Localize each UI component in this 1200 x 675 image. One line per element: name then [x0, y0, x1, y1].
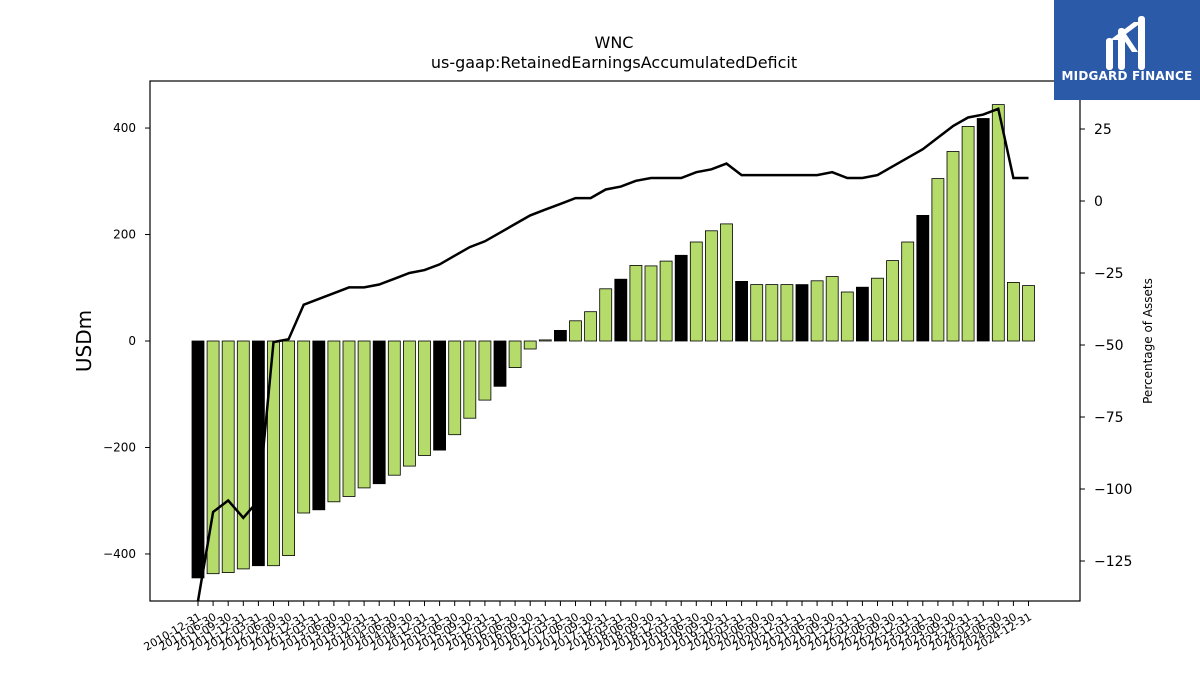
bar [448, 340, 462, 436]
bar [629, 264, 643, 342]
bar [463, 340, 477, 419]
bar [569, 320, 582, 342]
bar [191, 340, 205, 579]
y-axis: −400 −200 0 200 400 [103, 121, 150, 561]
logo-text: MIDGARD FINANCE [1061, 69, 1193, 83]
logo-mark-icon [1106, 16, 1145, 70]
bar [614, 278, 628, 342]
y2-tick-label: −100 [1094, 482, 1132, 498]
bar [372, 340, 386, 485]
plot-frame [149, 80, 1081, 602]
bar [991, 104, 1005, 342]
y2-axis-label: Percentage of Assets [1141, 278, 1155, 404]
bar [251, 340, 265, 567]
bar [644, 265, 658, 342]
bar [871, 277, 884, 342]
y-tick-label: 0 [128, 334, 136, 348]
bar [961, 126, 975, 342]
y2-tick-label: −75 [1094, 410, 1124, 426]
bar [236, 340, 250, 570]
bar [689, 241, 703, 342]
y-tick-label: 400 [113, 121, 136, 135]
bar [523, 340, 537, 350]
y2-tick-label: −125 [1094, 554, 1132, 570]
y2-tick-label: −50 [1094, 338, 1124, 354]
bar [780, 284, 794, 342]
bar [810, 280, 824, 342]
bar [478, 340, 492, 401]
bar [856, 286, 869, 342]
y-tick-label: −200 [103, 440, 136, 454]
bar [765, 284, 779, 342]
chart-title: WNC [595, 33, 634, 52]
bar [508, 340, 522, 369]
bar [735, 280, 748, 342]
bar [206, 340, 220, 575]
bar [825, 276, 839, 342]
y2-tick-label: −25 [1094, 266, 1124, 282]
y2-axis: −125 −100 −75 −50 −25 0 25 [1080, 122, 1132, 570]
bar [750, 284, 764, 342]
bar [297, 340, 311, 514]
bar [901, 241, 915, 342]
chart-subtitle: us-gaap:RetainedEarningsAccumulatedDefic… [431, 53, 797, 72]
midgard-finance-logo: MIDGARD FINANCE [1054, 0, 1200, 100]
bar [221, 340, 235, 574]
bar [584, 311, 597, 342]
bar [931, 178, 945, 342]
y2-tick-label: 0 [1094, 194, 1103, 210]
bar [674, 254, 688, 342]
bar [659, 260, 673, 342]
bar [433, 340, 447, 451]
y-axis-label: USDm [72, 310, 96, 372]
bar [493, 340, 507, 387]
percentage-line [196, 107, 1029, 602]
bar [538, 339, 552, 342]
bar [554, 329, 567, 342]
bar [387, 340, 401, 476]
bar [599, 288, 613, 342]
bar [720, 223, 733, 342]
bar [1007, 281, 1020, 342]
bar [342, 340, 356, 497]
bar [327, 340, 341, 503]
bar [795, 284, 809, 342]
bar [976, 118, 990, 342]
bar [916, 214, 930, 342]
bar [312, 340, 326, 511]
bar [840, 291, 854, 342]
bar [357, 340, 371, 489]
bar [418, 340, 431, 456]
bar [402, 340, 416, 467]
x-axis: 2010-12-312011-06-302011-09-302011-12-31… [142, 601, 1034, 654]
bar [282, 340, 296, 557]
bar [705, 230, 718, 342]
bar-group [191, 104, 1035, 579]
bar [1022, 285, 1035, 342]
y2-tick-label: 25 [1094, 122, 1112, 138]
bar [946, 151, 960, 342]
bar [886, 260, 899, 342]
y-tick-label: 200 [113, 228, 136, 242]
y-tick-label: −400 [103, 547, 136, 561]
